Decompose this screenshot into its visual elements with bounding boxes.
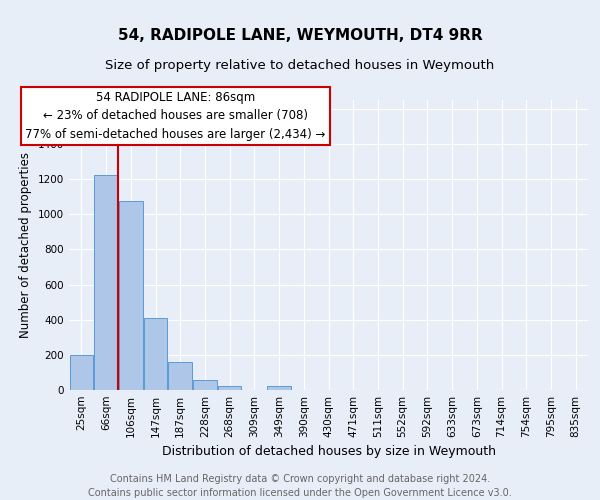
Text: 54, RADIPOLE LANE, WEYMOUTH, DT4 9RR: 54, RADIPOLE LANE, WEYMOUTH, DT4 9RR bbox=[118, 28, 482, 42]
Bar bbox=[119, 201, 143, 390]
Text: 54 RADIPOLE LANE: 86sqm
← 23% of detached houses are smaller (708)
77% of semi-d: 54 RADIPOLE LANE: 86sqm ← 23% of detache… bbox=[25, 91, 325, 141]
Bar bbox=[193, 380, 217, 390]
Bar bbox=[169, 362, 192, 390]
Text: Contains HM Land Registry data © Crown copyright and database right 2024.
Contai: Contains HM Land Registry data © Crown c… bbox=[88, 474, 512, 498]
Bar bbox=[70, 355, 93, 390]
Bar bbox=[144, 318, 167, 390]
Bar bbox=[94, 174, 118, 390]
Y-axis label: Number of detached properties: Number of detached properties bbox=[19, 152, 32, 338]
Bar bbox=[218, 386, 241, 390]
Text: Size of property relative to detached houses in Weymouth: Size of property relative to detached ho… bbox=[106, 60, 494, 72]
X-axis label: Distribution of detached houses by size in Weymouth: Distribution of detached houses by size … bbox=[161, 446, 496, 458]
Bar bbox=[268, 386, 291, 390]
